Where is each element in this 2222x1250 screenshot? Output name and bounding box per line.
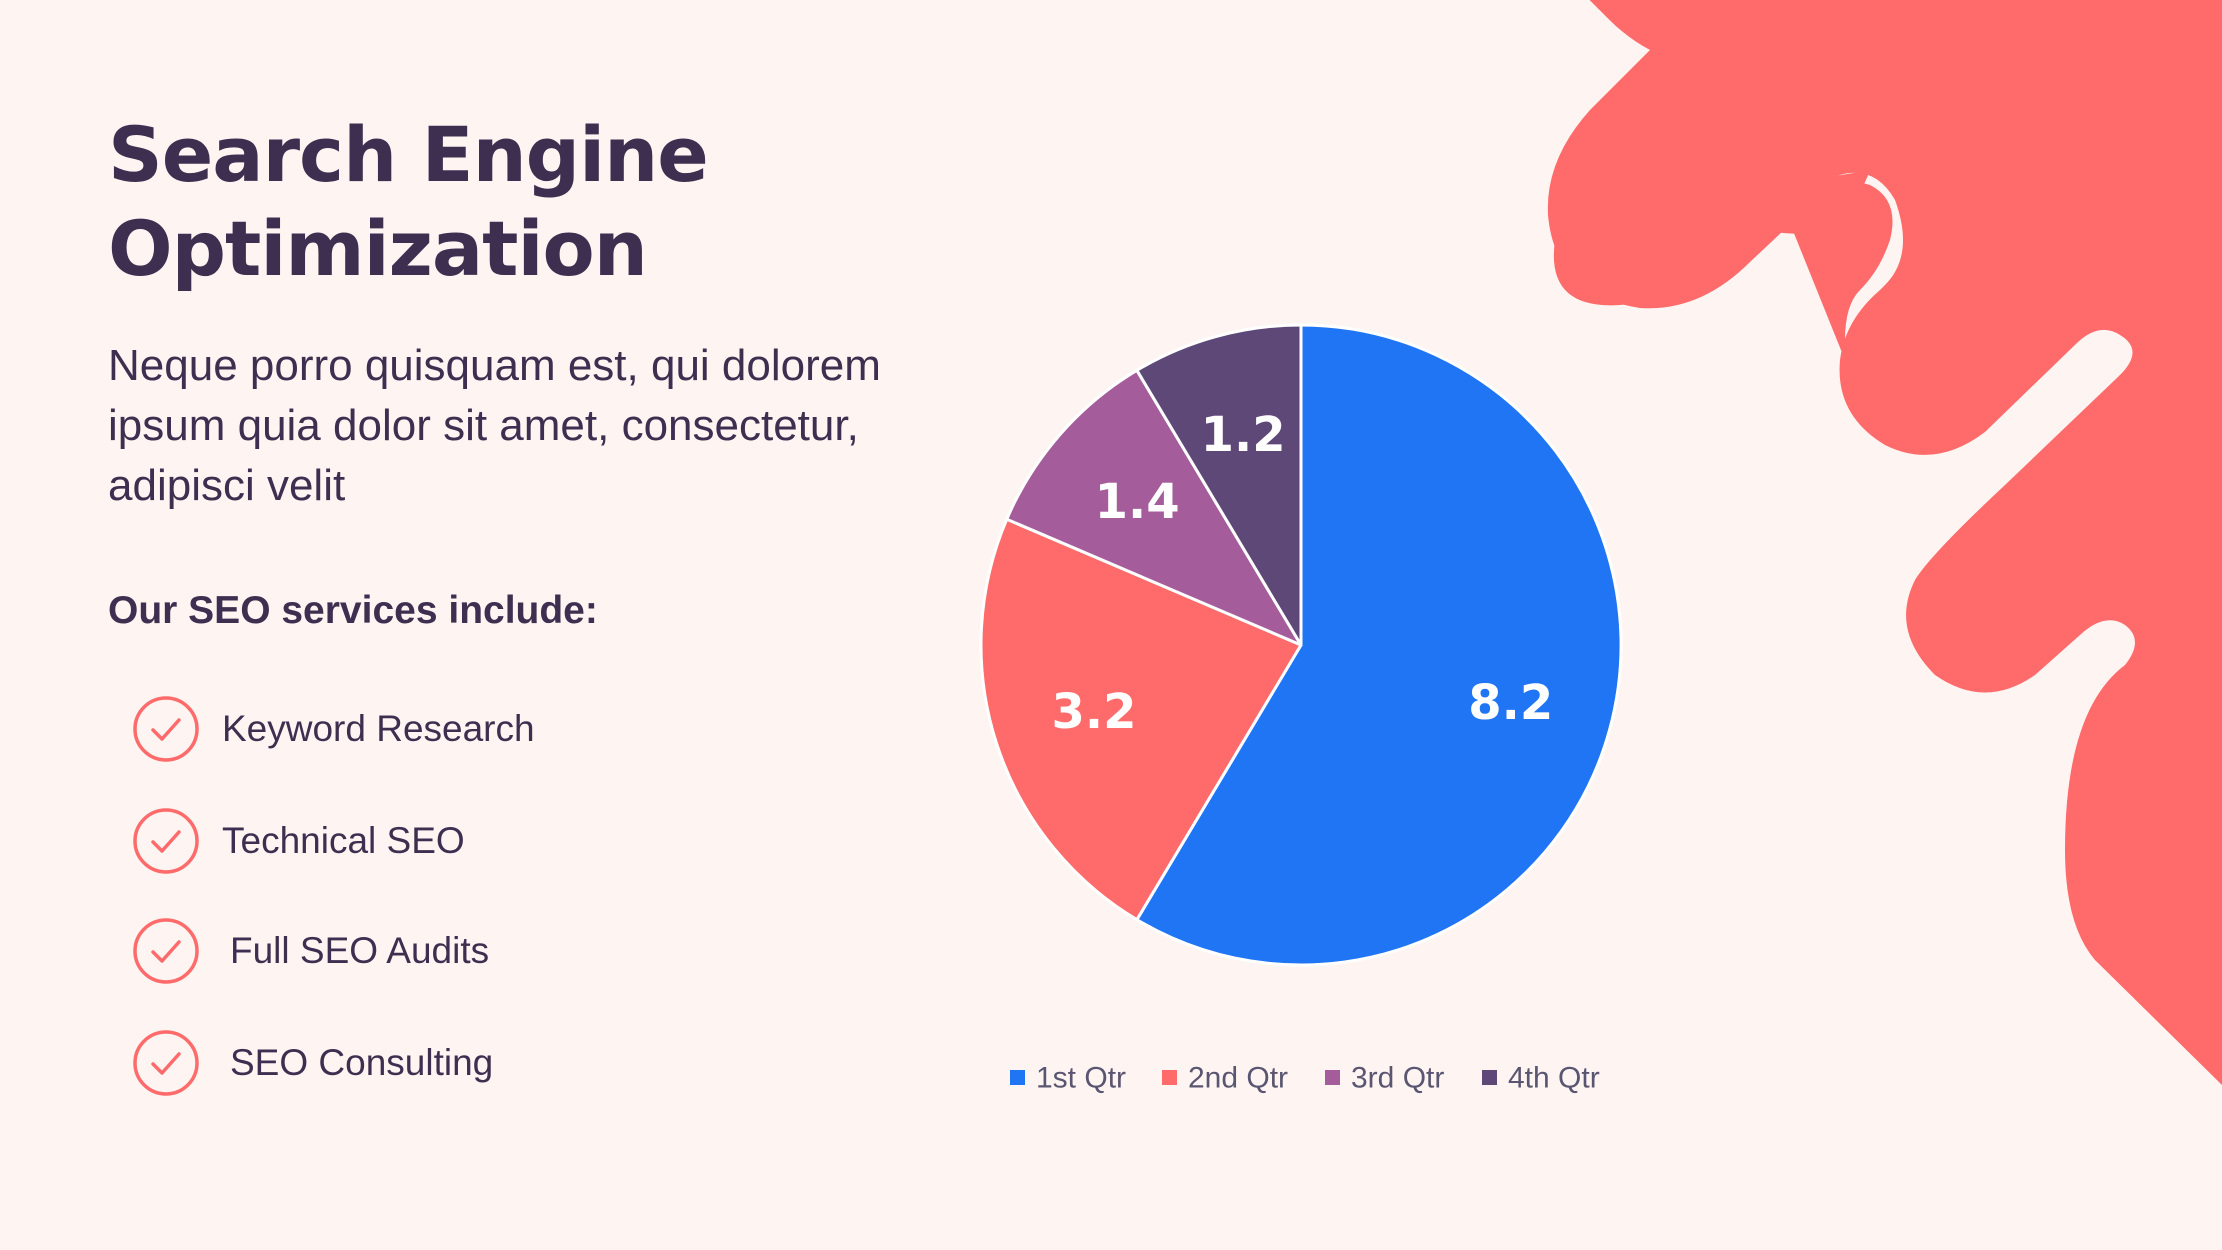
data-label-2nd-qtr: 3.2	[1052, 684, 1137, 740]
service-label: SEO Consulting	[230, 1042, 494, 1083]
pie-slice-2nd-qtr	[979, 517, 1303, 922]
check-circle-icon	[133, 696, 199, 762]
legend-item-4th-qtr: 4th Qtr	[1482, 1062, 1600, 1095]
legend-swatch	[1482, 1070, 1497, 1085]
service-item-full-seo-audits: Full SEO Audits	[132, 916, 732, 986]
service-label: Technical SEO	[222, 820, 465, 861]
service-label: Full SEO Audits	[230, 930, 490, 971]
services-heading: Our SEO services include:	[108, 589, 598, 632]
service-item-technical-seo: Technical SEO	[132, 806, 732, 876]
title-line-2: Optimization	[108, 204, 648, 293]
check-circle-icon	[133, 808, 199, 874]
legend-swatch	[1162, 1070, 1177, 1085]
data-label-4th-qtr: 1.2	[1201, 407, 1286, 463]
title-line-1: Search Engine	[108, 110, 709, 199]
data-label-3rd-qtr: 1.4	[1095, 474, 1180, 530]
legend-item-2nd-qtr: 2nd Qtr	[1162, 1062, 1288, 1095]
description-text: Neque porro quisquam est, qui dolorem ip…	[108, 341, 881, 510]
pie-chart: 8.2 3.2 1.4 1.2 1st Qtr 2nd Qtr 3rd Qtr 4th Qt…	[979, 323, 1623, 1095]
page-title: Search Engine Optimization	[108, 108, 908, 296]
legend-label: 3rd Qtr	[1351, 1062, 1444, 1095]
legend-item-3rd-qtr: 3rd Qtr	[1325, 1062, 1444, 1095]
chart-legend: 1st Qtr 2nd Qtr 3rd Qtr 4th Qtr	[1010, 1062, 1600, 1095]
service-item-seo-consulting: SEO Consulting	[132, 1028, 732, 1098]
check-circle-icon	[133, 1030, 199, 1096]
legend-label: 4th Qtr	[1508, 1062, 1600, 1095]
pie-slice-3rd-qtr	[1005, 368, 1303, 647]
pie-data-labels: 8.2 3.2 1.4 1.2	[1052, 407, 1554, 740]
service-item-keyword-research: Keyword Research	[132, 694, 732, 764]
legend-label: 1st Qtr	[1036, 1062, 1126, 1095]
pie-slice-1st-qtr	[1135, 323, 1623, 967]
check-circle-icon	[133, 918, 199, 984]
legend-swatch	[1010, 1070, 1025, 1085]
pie-slices	[979, 323, 1623, 967]
legend-swatch	[1325, 1070, 1340, 1085]
pie-slice-4th-qtr	[1135, 323, 1303, 647]
data-label-1st-qtr: 8.2	[1468, 675, 1553, 731]
legend-label: 2nd Qtr	[1188, 1062, 1288, 1095]
legend-item-1st-qtr: 1st Qtr	[1010, 1062, 1126, 1095]
service-label: Keyword Research	[222, 708, 535, 749]
